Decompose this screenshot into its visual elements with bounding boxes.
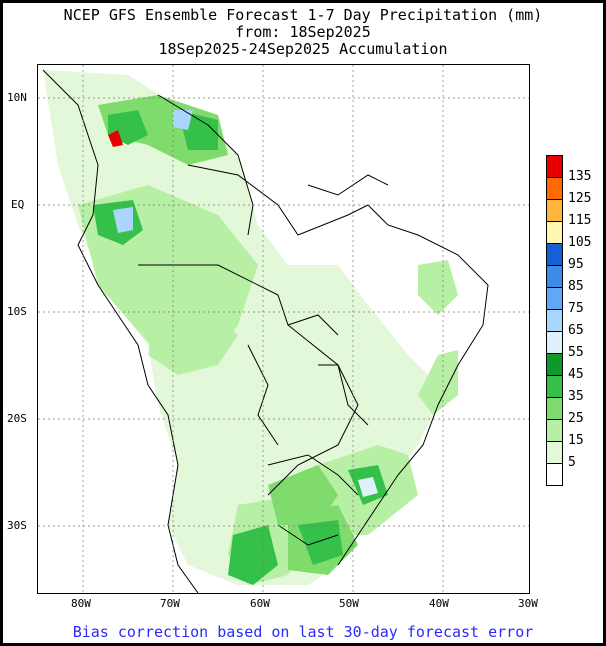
legend-label: 135	[568, 169, 592, 184]
lon-label-80w: 80W	[71, 597, 91, 610]
legend-label: 75	[568, 301, 584, 316]
legend-label: 45	[568, 367, 584, 382]
lon-label-50w: 50W	[339, 597, 359, 610]
legend-swatch	[546, 419, 563, 442]
lon-label-70w: 70W	[160, 597, 180, 610]
title-line-3: 18Sep2025-24Sep2025 Accumulation	[158, 40, 448, 58]
lat-label-10s: 10S	[7, 305, 27, 318]
legend-swatch	[546, 397, 563, 420]
lon-label-30w: 30W	[518, 597, 538, 610]
legend-label: 55	[568, 345, 584, 360]
legend-swatch	[546, 309, 563, 332]
legend-swatch	[546, 375, 563, 398]
legend-swatch	[546, 199, 563, 222]
map-svg	[38, 65, 529, 593]
lat-label-30s: 30S	[7, 519, 27, 532]
legend-swatch	[546, 331, 563, 354]
legend-swatch	[546, 353, 563, 376]
lat-label-20s: 20S	[7, 412, 27, 425]
country-borders	[42, 69, 489, 593]
legend-label: 35	[568, 389, 584, 404]
legend-swatch	[546, 265, 563, 288]
legend-label: 115	[568, 213, 592, 228]
lon-label-40w: 40W	[429, 597, 449, 610]
footer-note: Bias correction based on last 30-day for…	[72, 623, 534, 641]
legend-label: 25	[568, 411, 584, 426]
legend-swatch	[546, 441, 563, 464]
legend-swatch	[546, 243, 563, 266]
lat-label-10n: 10N	[7, 91, 27, 104]
legend-swatch	[546, 221, 563, 244]
title-line-1: NCEP GFS Ensemble Forecast 1-7 Day Preci…	[63, 6, 543, 24]
graticule	[38, 65, 529, 593]
legend-label: 105	[568, 235, 592, 250]
legend-swatch	[546, 287, 563, 310]
precipitation-map	[37, 64, 530, 594]
legend-swatch	[546, 463, 563, 486]
legend-label: 15	[568, 433, 584, 448]
precip-light-layer	[43, 70, 458, 585]
legend-swatch	[546, 155, 563, 178]
legend-swatch	[546, 177, 563, 200]
legend-label: 65	[568, 323, 584, 338]
legend-label: 85	[568, 279, 584, 294]
lat-label-eq: EQ	[11, 198, 25, 211]
figure-canvas: NCEP GFS Ensemble Forecast 1-7 Day Preci…	[3, 3, 603, 643]
legend-label: 125	[568, 191, 592, 206]
legend-label: 5	[568, 455, 576, 470]
title-line-2: from: 18Sep2025	[235, 23, 371, 41]
lon-label-60w: 60W	[250, 597, 270, 610]
legend-label: 95	[568, 257, 584, 272]
